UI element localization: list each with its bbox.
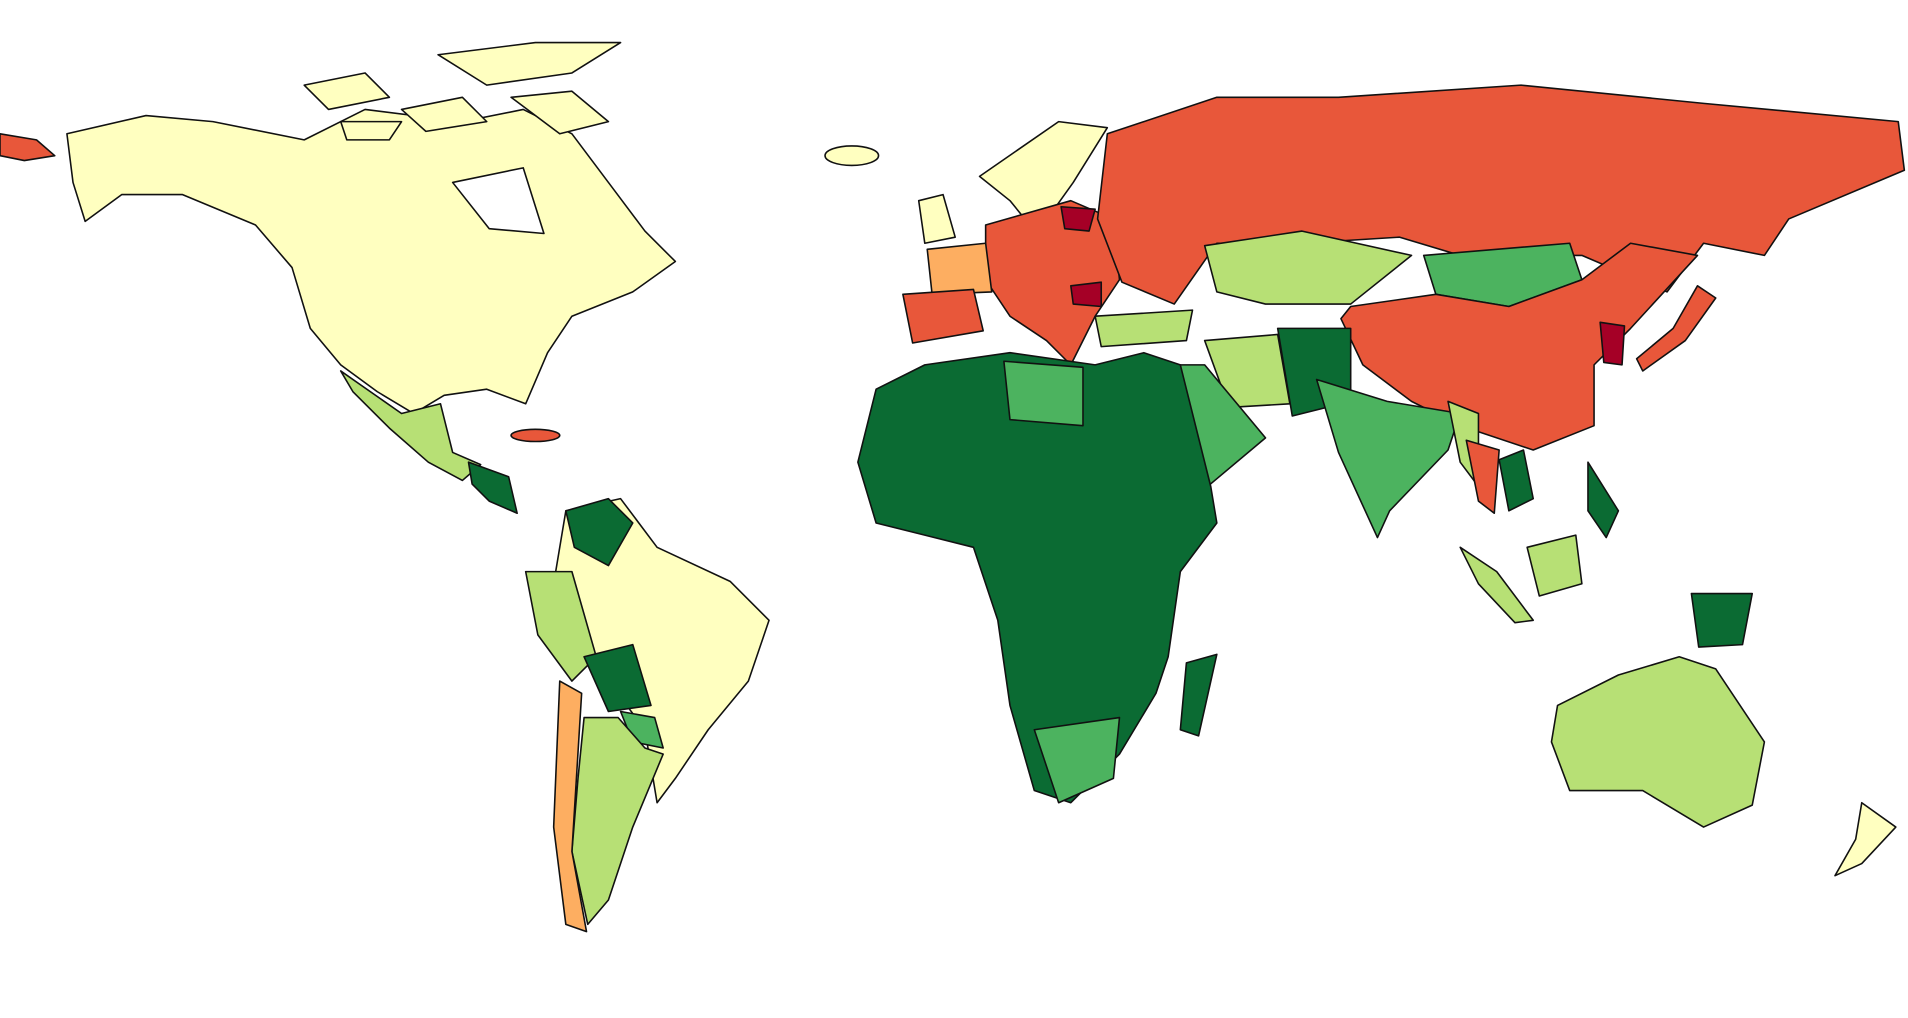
poland (1060, 205, 1096, 232)
new-guinea (1690, 592, 1754, 648)
cuba (510, 428, 561, 443)
philippines (1587, 461, 1620, 539)
south-africa (1033, 716, 1121, 804)
new-zealand (1834, 801, 1897, 877)
china (1340, 242, 1699, 451)
borneo (1526, 534, 1583, 597)
arctic-island (437, 41, 622, 86)
korea (1599, 321, 1626, 366)
chile (552, 680, 588, 933)
africa (857, 351, 1218, 804)
libya-algeria (1003, 360, 1084, 427)
australia (1550, 655, 1766, 828)
india (1315, 378, 1461, 539)
arctic-island (400, 96, 488, 133)
japan (1635, 285, 1717, 372)
chukotka (0, 132, 56, 162)
peru (524, 570, 598, 682)
sumatra (1459, 546, 1535, 624)
france (926, 242, 993, 296)
arctic-island (510, 90, 610, 135)
arctic-island (339, 120, 403, 141)
kazakhstan (1203, 230, 1413, 305)
central-america (467, 461, 518, 515)
turkey (1094, 309, 1194, 348)
romania (1070, 281, 1103, 308)
hudson-bay (451, 167, 545, 235)
thailand (1465, 439, 1500, 515)
spain (902, 288, 984, 344)
indochina (1498, 449, 1535, 512)
venezuela (565, 497, 634, 567)
argentina (571, 716, 664, 926)
britain (917, 193, 957, 245)
bolivia (583, 643, 652, 713)
arctic-island (303, 72, 391, 111)
madagascar (1179, 653, 1218, 737)
iceland (824, 145, 880, 167)
scandinavia (978, 120, 1109, 235)
